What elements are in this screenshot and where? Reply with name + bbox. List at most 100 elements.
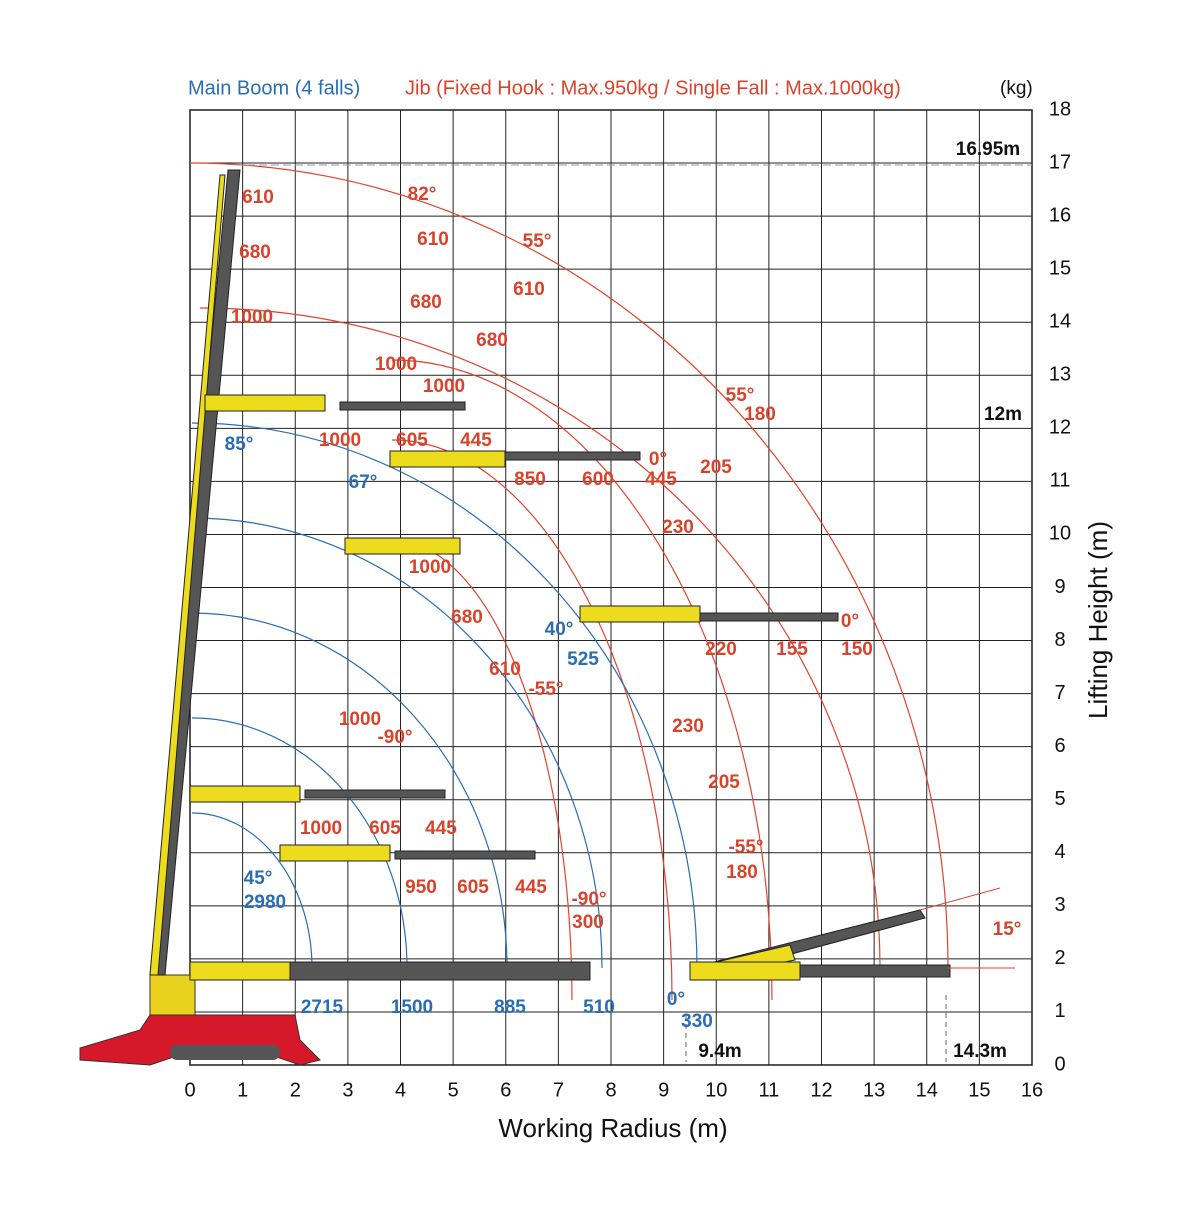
y-tick-label: 6: [1054, 735, 1065, 757]
y-tick-label: 4: [1054, 841, 1065, 863]
jib-load-label: 0°: [649, 449, 667, 470]
jib-range-arc: [199, 307, 881, 969]
boom-load-label: 0°: [667, 989, 685, 1010]
boom-load-label: 2980: [244, 892, 286, 913]
unit-header: (kg): [1000, 78, 1033, 99]
y-tick-label: 12: [1049, 417, 1071, 439]
boom-range-arc: [191, 422, 698, 969]
dimension-label: 16.95m: [956, 139, 1020, 160]
jib-load-label: 610: [417, 229, 449, 250]
main-boom: [149, 169, 951, 981]
y-tick-label: 1: [1054, 1000, 1065, 1022]
dimension-label: 14.3m: [953, 1041, 1007, 1062]
x-tick-label: 15: [968, 1079, 990, 1101]
x-tick-label: 1: [237, 1079, 248, 1101]
jib-load-label: 1000: [409, 557, 451, 578]
y-tick-label: 17: [1049, 151, 1071, 173]
jib-load-label: 1000: [375, 354, 417, 375]
boom-load-label: 2715: [301, 997, 344, 1018]
jib-load-label: 230: [662, 517, 694, 538]
y-tick-label: 2: [1054, 947, 1065, 969]
boom-load-label: 1500: [391, 997, 433, 1018]
jib-load-label: 680: [476, 330, 508, 351]
jib-load-label: 950: [405, 877, 437, 898]
jib-load-label: 150: [841, 639, 873, 660]
x-tick-label: 8: [605, 1079, 616, 1101]
x-tick-label: 3: [342, 1079, 353, 1101]
jib-load-label: 300: [572, 912, 604, 933]
x-tick-label: 10: [705, 1079, 727, 1101]
boom-range-arc: [191, 812, 313, 969]
jib-load-label: 610: [513, 279, 545, 300]
jib-range-arc: [391, 439, 673, 1001]
boom-load-label: 85°: [225, 434, 254, 455]
y-tick-label: 7: [1054, 682, 1065, 704]
x-tick-label: 11: [758, 1079, 779, 1101]
boom-load-label: 885: [494, 997, 526, 1018]
boom-range-arc: [191, 517, 603, 969]
jib-load-label: 180: [726, 862, 758, 883]
jib-load-label: 205: [700, 457, 732, 478]
jib-load-label: -55°: [728, 837, 763, 858]
y-tick-label: 16: [1049, 204, 1071, 226]
x-tick-label: 14: [916, 1079, 938, 1101]
dimension-label: 9.4m: [698, 1041, 741, 1062]
jib-load-label: 445: [425, 818, 457, 839]
x-tick-label: 12: [810, 1079, 832, 1101]
jib-load-label: 610: [489, 659, 521, 680]
jib-load-label: 445: [460, 430, 492, 451]
jib-load-label: 445: [645, 469, 677, 490]
jib-load-label: 220: [705, 639, 737, 660]
jib-load-label: 605: [369, 818, 401, 839]
jib-load-label: 605: [457, 877, 489, 898]
jib-load-label: 0°: [841, 611, 859, 632]
jib-load-label: 1000: [300, 818, 342, 839]
jib-load-label: 230: [672, 716, 704, 737]
jib-load-label: 605: [396, 430, 428, 451]
jib-load-label: 1000: [319, 430, 361, 451]
y-tick-label: 3: [1054, 894, 1065, 916]
jib-load-label: 82°: [408, 184, 437, 205]
y-axis-label: Lifting Height (m): [1083, 521, 1113, 719]
y-tick-label: 10: [1049, 523, 1071, 545]
x-axis-label: Working Radius (m): [498, 1113, 727, 1143]
y-tick-label: 14: [1049, 311, 1071, 333]
y-tick-label: 8: [1054, 629, 1065, 651]
y-tick-label: 15: [1049, 257, 1071, 279]
jib-load-label: 15°: [993, 919, 1022, 940]
boom-load-label: 330: [681, 1011, 713, 1032]
jib-load-label: 55°: [726, 385, 755, 406]
jib-load-label: 1000: [423, 376, 465, 397]
y-tick-label: 5: [1054, 788, 1065, 810]
jib-load-label: 680: [239, 242, 271, 263]
dimension-label: 12m: [984, 404, 1022, 425]
x-tick-label: 0: [184, 1079, 195, 1101]
jib-load-label: 850: [514, 469, 546, 490]
jib-load-label: 680: [451, 607, 483, 628]
x-tick-label: 16: [1021, 1079, 1043, 1101]
x-tick-label: 2: [290, 1079, 301, 1101]
jib-load-label: 610: [242, 187, 274, 208]
boom-range-arc: [191, 612, 508, 969]
y-tick-label: 9: [1054, 576, 1065, 598]
jib-header: Jib (Fixed Hook : Max.950kg / Single Fal…: [405, 77, 901, 99]
jib-load-label: -55°: [528, 679, 563, 700]
x-tick-label: 5: [448, 1079, 459, 1101]
jib-load-label: -90°: [377, 727, 412, 748]
x-tick-label: 13: [863, 1079, 885, 1101]
y-tick-label: 18: [1049, 98, 1071, 120]
y-tick-label: 11: [1050, 470, 1071, 492]
boom-range-arc: [191, 717, 408, 969]
main-boom-header: Main Boom (4 falls): [188, 77, 360, 99]
y-tick-label: 13: [1049, 364, 1071, 386]
boom-load-label: 525: [567, 649, 599, 670]
jib-load-label: 205: [708, 772, 740, 793]
y-tick-label: 0: [1054, 1053, 1065, 1075]
angle-line: [919, 887, 1001, 911]
x-tick-label: 7: [553, 1079, 564, 1101]
jib-load-label: 1000: [339, 709, 381, 730]
jib-load-label: 155: [776, 639, 808, 660]
boom-load-label: 67°: [349, 472, 378, 493]
boom-load-label: 510: [583, 997, 615, 1018]
